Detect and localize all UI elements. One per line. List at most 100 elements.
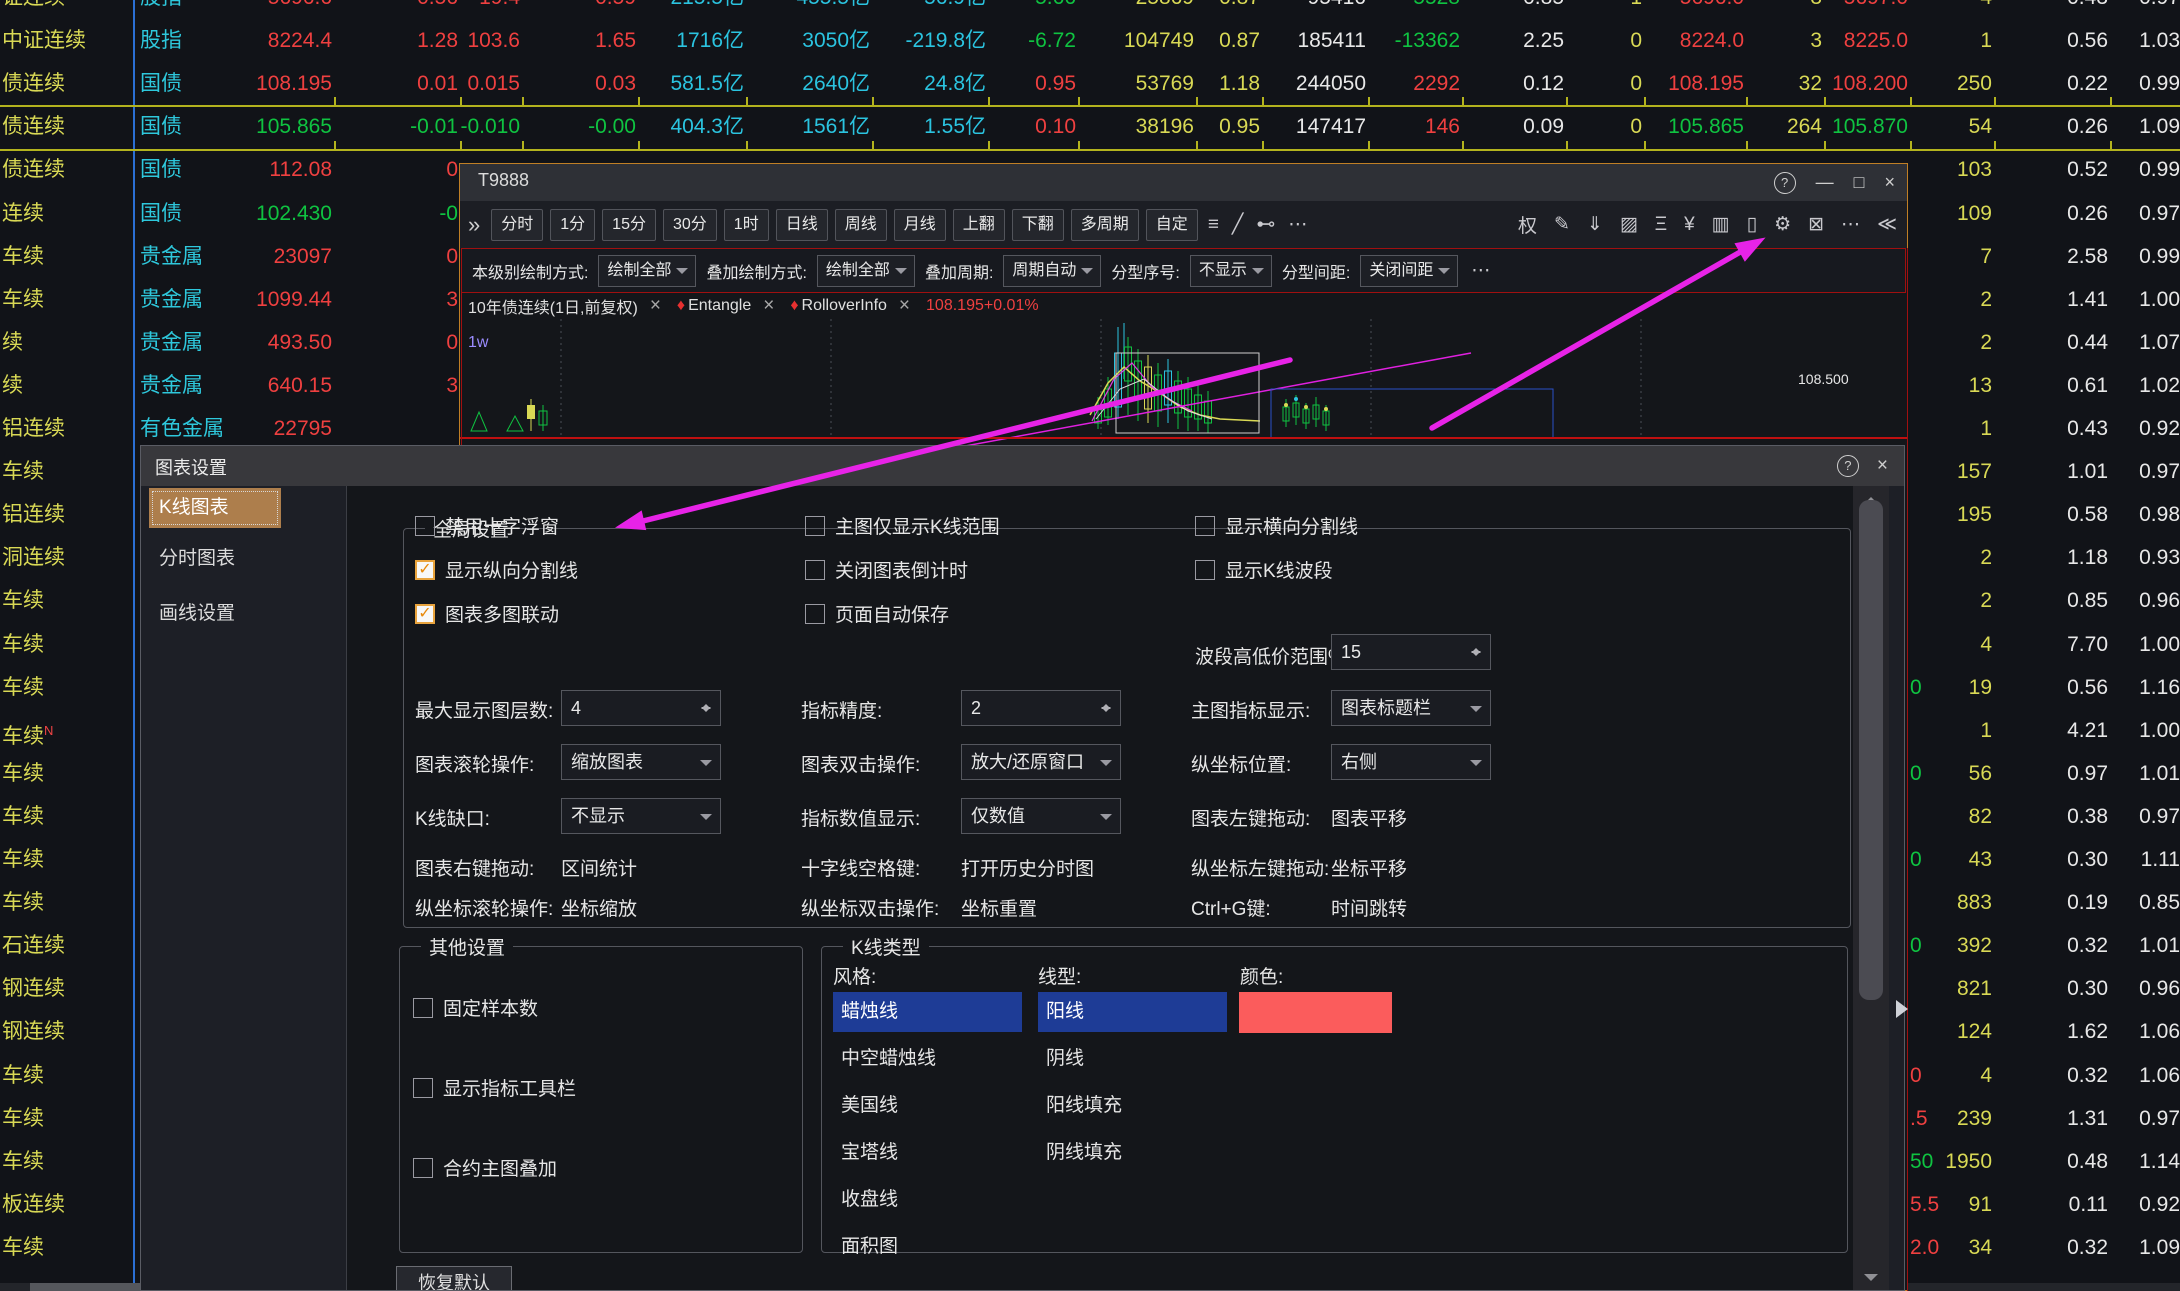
dropdown[interactable]: 缩放图表 (561, 744, 721, 780)
checkbox[interactable] (805, 603, 825, 624)
tab-close-icon[interactable]: × (649, 295, 661, 316)
table-row[interactable]: 中证连续 股指 8224.4 1.28 103.6 1.65 1716亿 3050亿 -219.… (0, 19, 2180, 62)
scrollbar-thumb[interactable] (1859, 500, 1883, 1000)
checkbox[interactable] (805, 559, 825, 580)
kline-option-阴线填充[interactable]: 阴线填充 (1046, 1142, 1123, 1163)
period-button-下翻[interactable]: 下翻 (1011, 208, 1064, 241)
period-button-分时[interactable]: 分时 (491, 208, 544, 241)
reset-default-button[interactable]: 恢复默认 (396, 1266, 512, 1290)
disable-crosshair-checkbox[interactable]: 禁用十字浮窗 (415, 512, 559, 539)
checkbox[interactable] (415, 515, 435, 536)
toolbar-overflow-icon[interactable]: » (468, 211, 481, 237)
dropdown[interactable]: 仅数值 (961, 798, 1121, 834)
spinner-input[interactable]: 4 (561, 690, 721, 726)
checkbox-主图仅显示K线范围[interactable]: 主图仅显示K线范围 (805, 512, 1000, 539)
sidebar-item-画线设置[interactable]: 画线设置 (159, 603, 236, 624)
help-icon[interactable]: ? (1773, 171, 1796, 194)
kstyle-option-宝塔线[interactable]: 宝塔线 (841, 1142, 899, 1163)
kline-option-阳线填充[interactable]: 阳线填充 (1046, 1095, 1123, 1116)
kline-option-阴线[interactable]: 阴线 (1046, 1048, 1085, 1069)
period-button-多周期[interactable]: 多周期 (1070, 208, 1139, 241)
table-row[interactable]: 车续 贵金属 1099.44 3 2 1.41 1.00 (0, 278, 2180, 321)
period-button-1时[interactable]: 1时 (723, 208, 769, 241)
table-row[interactable]: 债连续 国债 105.865 -0.01 -0.010 -0.00 404.3亿 1561亿 1… (0, 105, 2180, 148)
period-button-月线[interactable]: 月线 (893, 208, 946, 241)
collapse-icon[interactable]: ≪ (1877, 214, 1897, 235)
period-button-自定[interactable]: 自定 (1145, 208, 1198, 241)
checkbox-页面自动保存[interactable]: 页面自动保存 (805, 600, 949, 627)
checkbox-显示横向分割线[interactable]: 显示横向分割线 (1195, 512, 1358, 539)
checkbox[interactable] (413, 1157, 433, 1178)
kstyle-option-中空蜡烛线[interactable]: 中空蜡烛线 (841, 1048, 937, 1069)
sidebar-item-K线图表[interactable]: K线图表 (149, 488, 281, 528)
scroll-down-icon[interactable] (1864, 1274, 1878, 1288)
table-row[interactable]: 车续 贵金属 23097 0 7 2.58 0.99 (0, 235, 2180, 278)
drawbar-dropdown[interactable]: 不显示 (1189, 254, 1272, 287)
period-button-周线[interactable]: 周线 (834, 208, 887, 241)
period-button-上翻[interactable]: 上翻 (952, 208, 1005, 241)
drawbar-dropdown[interactable]: 绘制全部 (816, 254, 915, 287)
settings-gear-icon[interactable]: ⚙ (1774, 214, 1792, 235)
export-image-icon[interactable]: ▨ (1619, 214, 1638, 235)
tab-close-icon[interactable]: × (763, 295, 775, 316)
sliders-icon[interactable]: Ξ (1654, 213, 1668, 235)
checkbox-显示K线波段[interactable]: 显示K线波段 (1195, 556, 1333, 583)
period-button-15分[interactable]: 15分 (602, 208, 656, 241)
checkbox[interactable] (413, 997, 433, 1018)
dialog-scrollbar[interactable] (1853, 486, 1889, 1290)
chart-tab[interactable]: ♦ Entangle (676, 297, 752, 314)
checkbox[interactable] (1195, 515, 1215, 536)
draw-pencil-icon[interactable]: ✎ (1553, 214, 1570, 235)
trendline-icon[interactable]: ╱ (1231, 214, 1244, 235)
checkbox-合约主图叠加[interactable]: 合约主图叠加 (413, 1154, 557, 1181)
kstyle-option-收盘线[interactable]: 收盘线 (841, 1189, 899, 1210)
layout-icon[interactable]: ▥ (1711, 214, 1730, 235)
dropdown[interactable]: 不显示 (561, 798, 721, 834)
close-icon[interactable]: × (1876, 455, 1888, 476)
table-row[interactable]: 债连续 国债 112.08 0 103 0.52 0.99 (0, 148, 2180, 191)
table-row[interactable]: 连续 国债 102.430 -0 109 0.26 0.97 (0, 192, 2180, 235)
spinner-input[interactable]: 2 (961, 690, 1121, 726)
period-button-30分[interactable]: 30分 (662, 208, 717, 241)
kstyle-option-蜡烛线[interactable]: 蜡烛线 (833, 992, 1022, 1032)
help-icon[interactable]: ? (1836, 455, 1859, 477)
order-ticket-icon[interactable]: ¥ (1684, 213, 1695, 235)
table-row[interactable]: 续 贵金属 640.15 3 13 0.61 1.02 (0, 364, 2180, 407)
table-row[interactable]: 证连续 股指 5696.60.5619.40.59215.5亿455.5亿-56.9… (0, 0, 2180, 19)
drawbar-dropdown[interactable]: 周期自动 (1003, 254, 1102, 287)
checkbox[interactable] (413, 1077, 433, 1098)
close-box-icon[interactable]: ⊠ (1808, 214, 1825, 235)
checkbox-显示纵向分割线[interactable]: ✓ 显示纵向分割线 (415, 556, 578, 583)
checkbox-固定样本数[interactable]: 固定样本数 (413, 994, 538, 1021)
table-row[interactable]: 续 贵金属 493.50 0 2 0.44 1.07 (0, 321, 2180, 364)
checkbox-关闭图表倒计时[interactable]: 关闭图表倒计时 (805, 556, 968, 583)
checkbox-图表多图联动[interactable]: ✓ 图表多图联动 (415, 600, 559, 627)
table-row[interactable]: 债连续 国债 108.195 0.01 0.015 0.03 581.5亿 2640亿 24.8… (0, 62, 2180, 105)
adjust-rights-icon[interactable]: 权 (1517, 216, 1537, 237)
checkbox[interactable] (1195, 559, 1215, 580)
dropdown[interactable]: 放大/还原窗口 (961, 744, 1121, 780)
download-icon[interactable]: ⇓ (1586, 214, 1603, 235)
checkbox[interactable]: ✓ (415, 603, 435, 624)
dropdown[interactable]: 图表标题栏 (1331, 690, 1491, 726)
dropdown[interactable]: 右侧 (1331, 744, 1491, 780)
checkbox-显示指标工具栏[interactable]: 显示指标工具栏 (413, 1074, 576, 1101)
minimize-icon[interactable]: — (1815, 172, 1834, 192)
more-icon[interactable]: ⋯ (1841, 214, 1861, 235)
kline-chart[interactable] (460, 319, 1907, 446)
tab-close-icon[interactable]: × (898, 295, 911, 316)
dialog-titlebar[interactable]: 图表设置 ? × (141, 446, 1904, 486)
period-button-日线[interactable]: 日线 (775, 208, 828, 241)
kstyle-option-面积图[interactable]: 面积图 (841, 1236, 899, 1257)
kstyle-option-美国线[interactable]: 美国线 (841, 1095, 899, 1116)
drawbar-dropdown[interactable]: 关闭间距 (1360, 254, 1459, 287)
sidebar-item-分时图表[interactable]: 分时图表 (159, 548, 236, 569)
kline-option-阳线[interactable]: 阳线 (1038, 992, 1227, 1032)
color-swatch[interactable] (1239, 992, 1392, 1033)
measure-icon[interactable]: ⊷ (1256, 214, 1276, 235)
wave-range-spinner[interactable]: 15 (1331, 634, 1491, 670)
table-scroll-right-icon[interactable] (1896, 1000, 1917, 1018)
close-icon[interactable]: × (1884, 172, 1895, 192)
checkbox[interactable] (805, 515, 825, 536)
checkbox[interactable]: ✓ (415, 559, 435, 580)
